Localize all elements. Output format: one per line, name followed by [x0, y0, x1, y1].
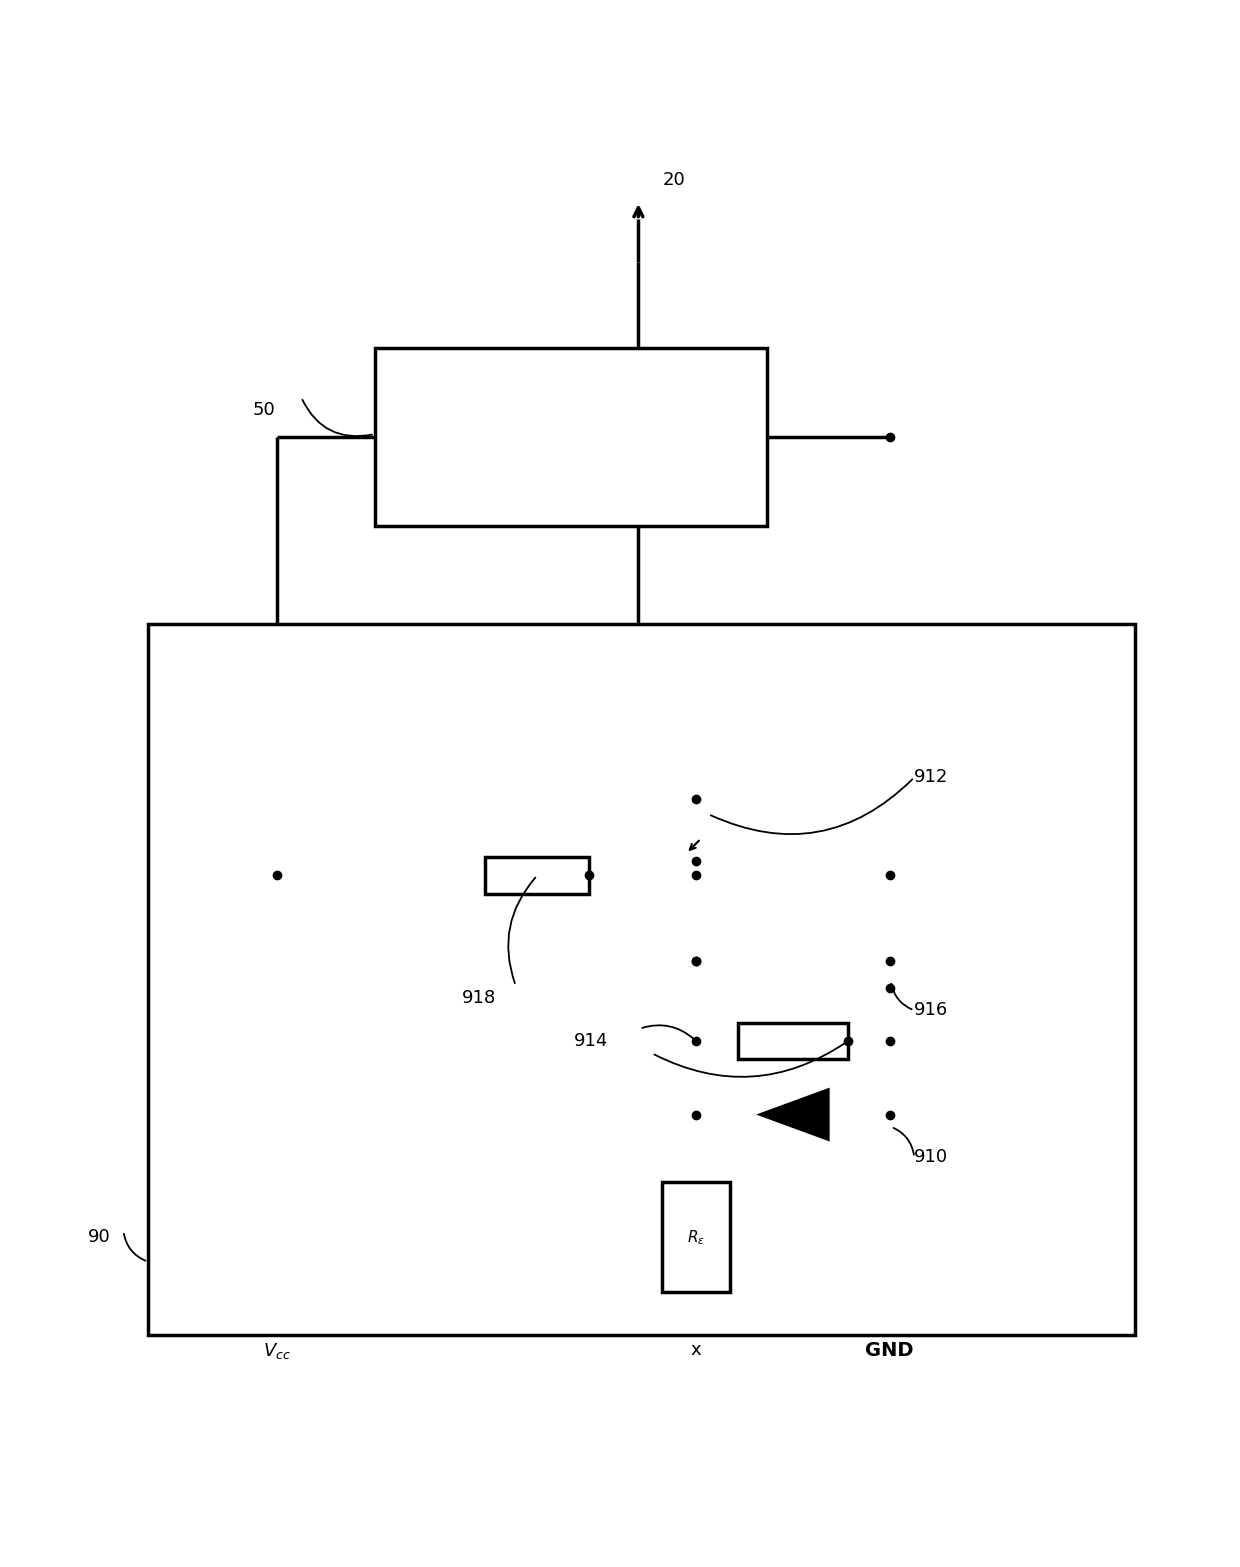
Text: 90: 90 — [88, 1229, 110, 1246]
Text: 916: 916 — [914, 1001, 949, 1019]
Bar — [738, 1023, 848, 1059]
Text: $V_{cc}$: $V_{cc}$ — [263, 1341, 290, 1362]
Text: $R_\varepsilon$: $R_\varepsilon$ — [687, 1229, 706, 1246]
Bar — [148, 624, 1135, 1335]
Text: 50: 50 — [253, 401, 275, 418]
Text: 914: 914 — [573, 1033, 608, 1050]
Text: 912: 912 — [914, 768, 949, 787]
Polygon shape — [756, 1087, 830, 1141]
Text: x: x — [691, 1341, 702, 1360]
Text: 910: 910 — [914, 1149, 949, 1166]
Text: 20: 20 — [663, 171, 686, 190]
Bar — [662, 1182, 729, 1293]
Bar — [374, 348, 768, 527]
Text: GND: GND — [866, 1341, 914, 1360]
Bar — [485, 857, 589, 893]
Text: 918: 918 — [461, 989, 496, 1008]
